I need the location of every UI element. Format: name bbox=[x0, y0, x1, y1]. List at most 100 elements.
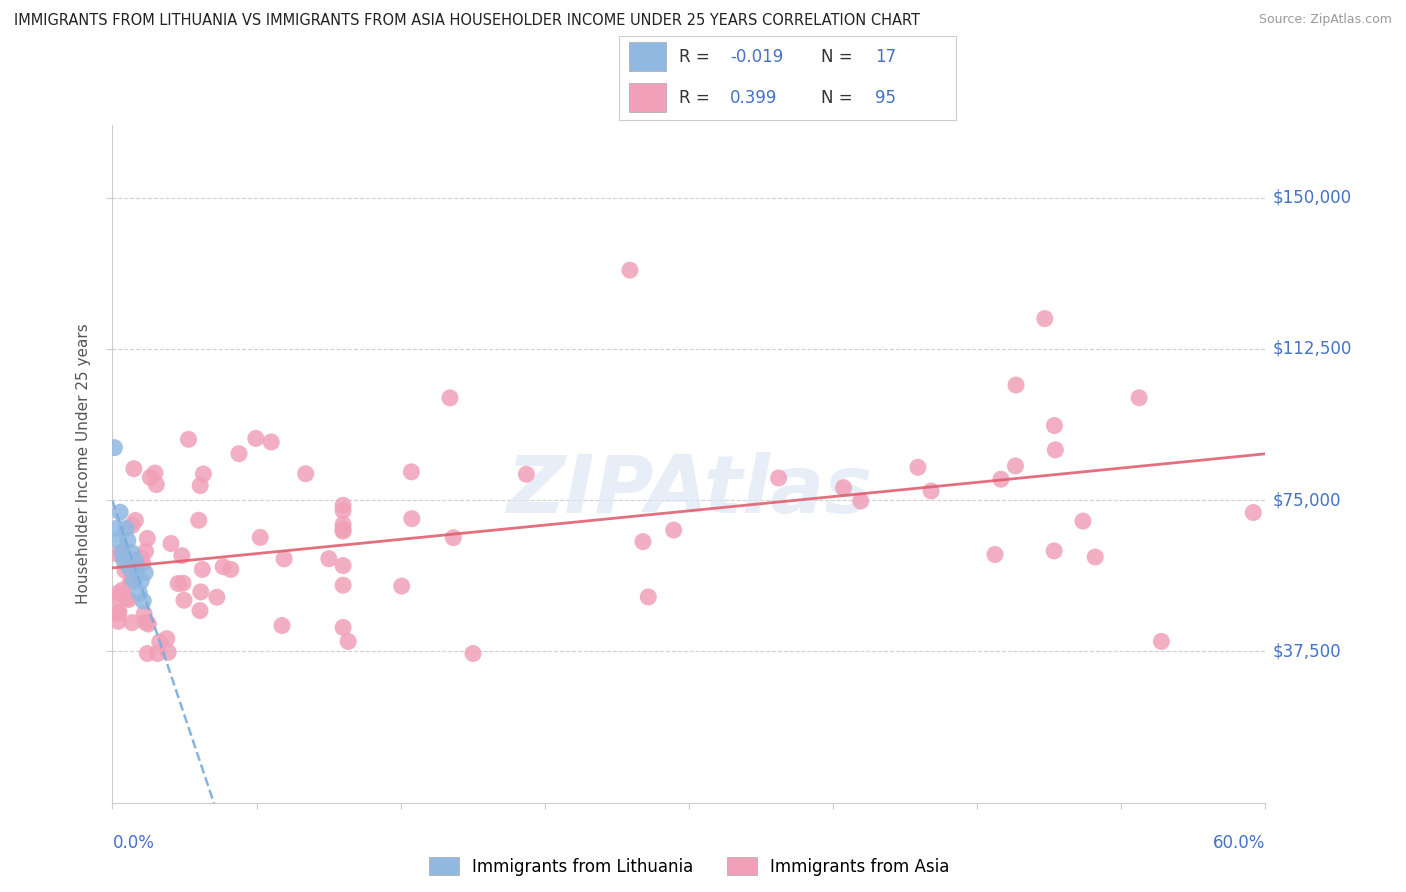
Point bbox=[157, 645, 180, 659]
Point bbox=[1005, 378, 1028, 392]
Point bbox=[107, 615, 129, 629]
Point bbox=[332, 524, 354, 538]
Point bbox=[107, 533, 129, 548]
Point bbox=[1043, 544, 1066, 558]
Point bbox=[124, 554, 146, 568]
Point bbox=[103, 441, 125, 455]
Point bbox=[1043, 418, 1066, 433]
Point bbox=[1045, 442, 1067, 457]
Point bbox=[135, 615, 157, 630]
Point bbox=[134, 566, 156, 580]
Point bbox=[122, 574, 145, 588]
Point bbox=[984, 548, 1007, 562]
Point bbox=[115, 521, 138, 535]
Point bbox=[1004, 458, 1026, 473]
Point bbox=[260, 434, 283, 449]
Point bbox=[832, 481, 855, 495]
Point bbox=[107, 607, 129, 621]
Point bbox=[173, 593, 195, 607]
Text: $75,000: $75,000 bbox=[1272, 491, 1341, 509]
Point bbox=[121, 572, 143, 586]
Point bbox=[118, 559, 141, 574]
Point bbox=[156, 632, 179, 646]
Point bbox=[114, 563, 136, 577]
Point bbox=[461, 647, 484, 661]
Text: N =: N = bbox=[821, 48, 852, 66]
Point bbox=[271, 618, 294, 632]
Point bbox=[1033, 311, 1056, 326]
Bar bbox=[628, 43, 666, 71]
Point bbox=[107, 586, 129, 600]
Point bbox=[111, 583, 134, 598]
Point bbox=[1241, 506, 1264, 520]
Point bbox=[332, 503, 354, 517]
Point bbox=[205, 591, 228, 605]
Text: 60.0%: 60.0% bbox=[1213, 834, 1265, 852]
Point bbox=[111, 546, 134, 560]
Text: R =: R = bbox=[679, 88, 710, 106]
Text: $37,500: $37,500 bbox=[1272, 642, 1341, 660]
Point bbox=[108, 605, 131, 619]
Point bbox=[337, 634, 360, 648]
Text: -0.019: -0.019 bbox=[730, 48, 783, 66]
Text: 0.0%: 0.0% bbox=[112, 834, 155, 852]
Text: Source: ZipAtlas.com: Source: ZipAtlas.com bbox=[1258, 13, 1392, 27]
Point bbox=[129, 574, 153, 588]
Point bbox=[768, 471, 790, 485]
Point bbox=[228, 447, 250, 461]
Point bbox=[115, 591, 138, 606]
Point bbox=[108, 505, 131, 519]
Point bbox=[143, 466, 166, 480]
Point bbox=[136, 532, 159, 546]
Point bbox=[193, 467, 215, 481]
Point bbox=[439, 391, 461, 405]
Point bbox=[145, 477, 167, 491]
Point bbox=[121, 546, 143, 560]
Point bbox=[619, 263, 641, 277]
Text: 17: 17 bbox=[875, 48, 896, 66]
Point bbox=[332, 620, 354, 634]
Point bbox=[135, 544, 157, 558]
Point bbox=[907, 460, 929, 475]
Point bbox=[273, 552, 295, 566]
Point bbox=[515, 467, 537, 482]
Point bbox=[188, 478, 211, 492]
Point bbox=[332, 523, 354, 537]
Text: $112,500: $112,500 bbox=[1272, 340, 1351, 358]
Text: N =: N = bbox=[821, 88, 852, 106]
Point bbox=[1071, 514, 1094, 528]
Point bbox=[637, 590, 659, 604]
Point bbox=[441, 531, 464, 545]
Point bbox=[129, 550, 152, 565]
Point bbox=[249, 530, 271, 544]
Point bbox=[219, 562, 242, 576]
Point bbox=[191, 562, 214, 576]
Point bbox=[245, 431, 267, 445]
Point bbox=[132, 594, 155, 608]
Point bbox=[136, 647, 159, 661]
Point bbox=[920, 483, 942, 498]
Point bbox=[190, 585, 212, 599]
Point bbox=[332, 578, 354, 592]
Point bbox=[1128, 391, 1150, 405]
Point bbox=[188, 604, 211, 618]
Point bbox=[127, 562, 149, 576]
Point bbox=[332, 558, 354, 573]
Point bbox=[105, 521, 128, 535]
Point bbox=[138, 617, 160, 632]
Point bbox=[117, 533, 139, 548]
Text: 0.399: 0.399 bbox=[730, 88, 778, 106]
Point bbox=[212, 559, 235, 574]
Point bbox=[170, 549, 193, 563]
Point bbox=[149, 635, 172, 649]
Point bbox=[401, 511, 423, 525]
Point bbox=[1150, 634, 1173, 648]
Point bbox=[121, 615, 143, 630]
Point bbox=[146, 647, 169, 661]
Point bbox=[167, 576, 190, 591]
Text: R =: R = bbox=[679, 48, 710, 66]
Point bbox=[160, 536, 183, 550]
Point bbox=[121, 518, 143, 533]
Point bbox=[122, 461, 145, 475]
Point bbox=[118, 592, 141, 607]
